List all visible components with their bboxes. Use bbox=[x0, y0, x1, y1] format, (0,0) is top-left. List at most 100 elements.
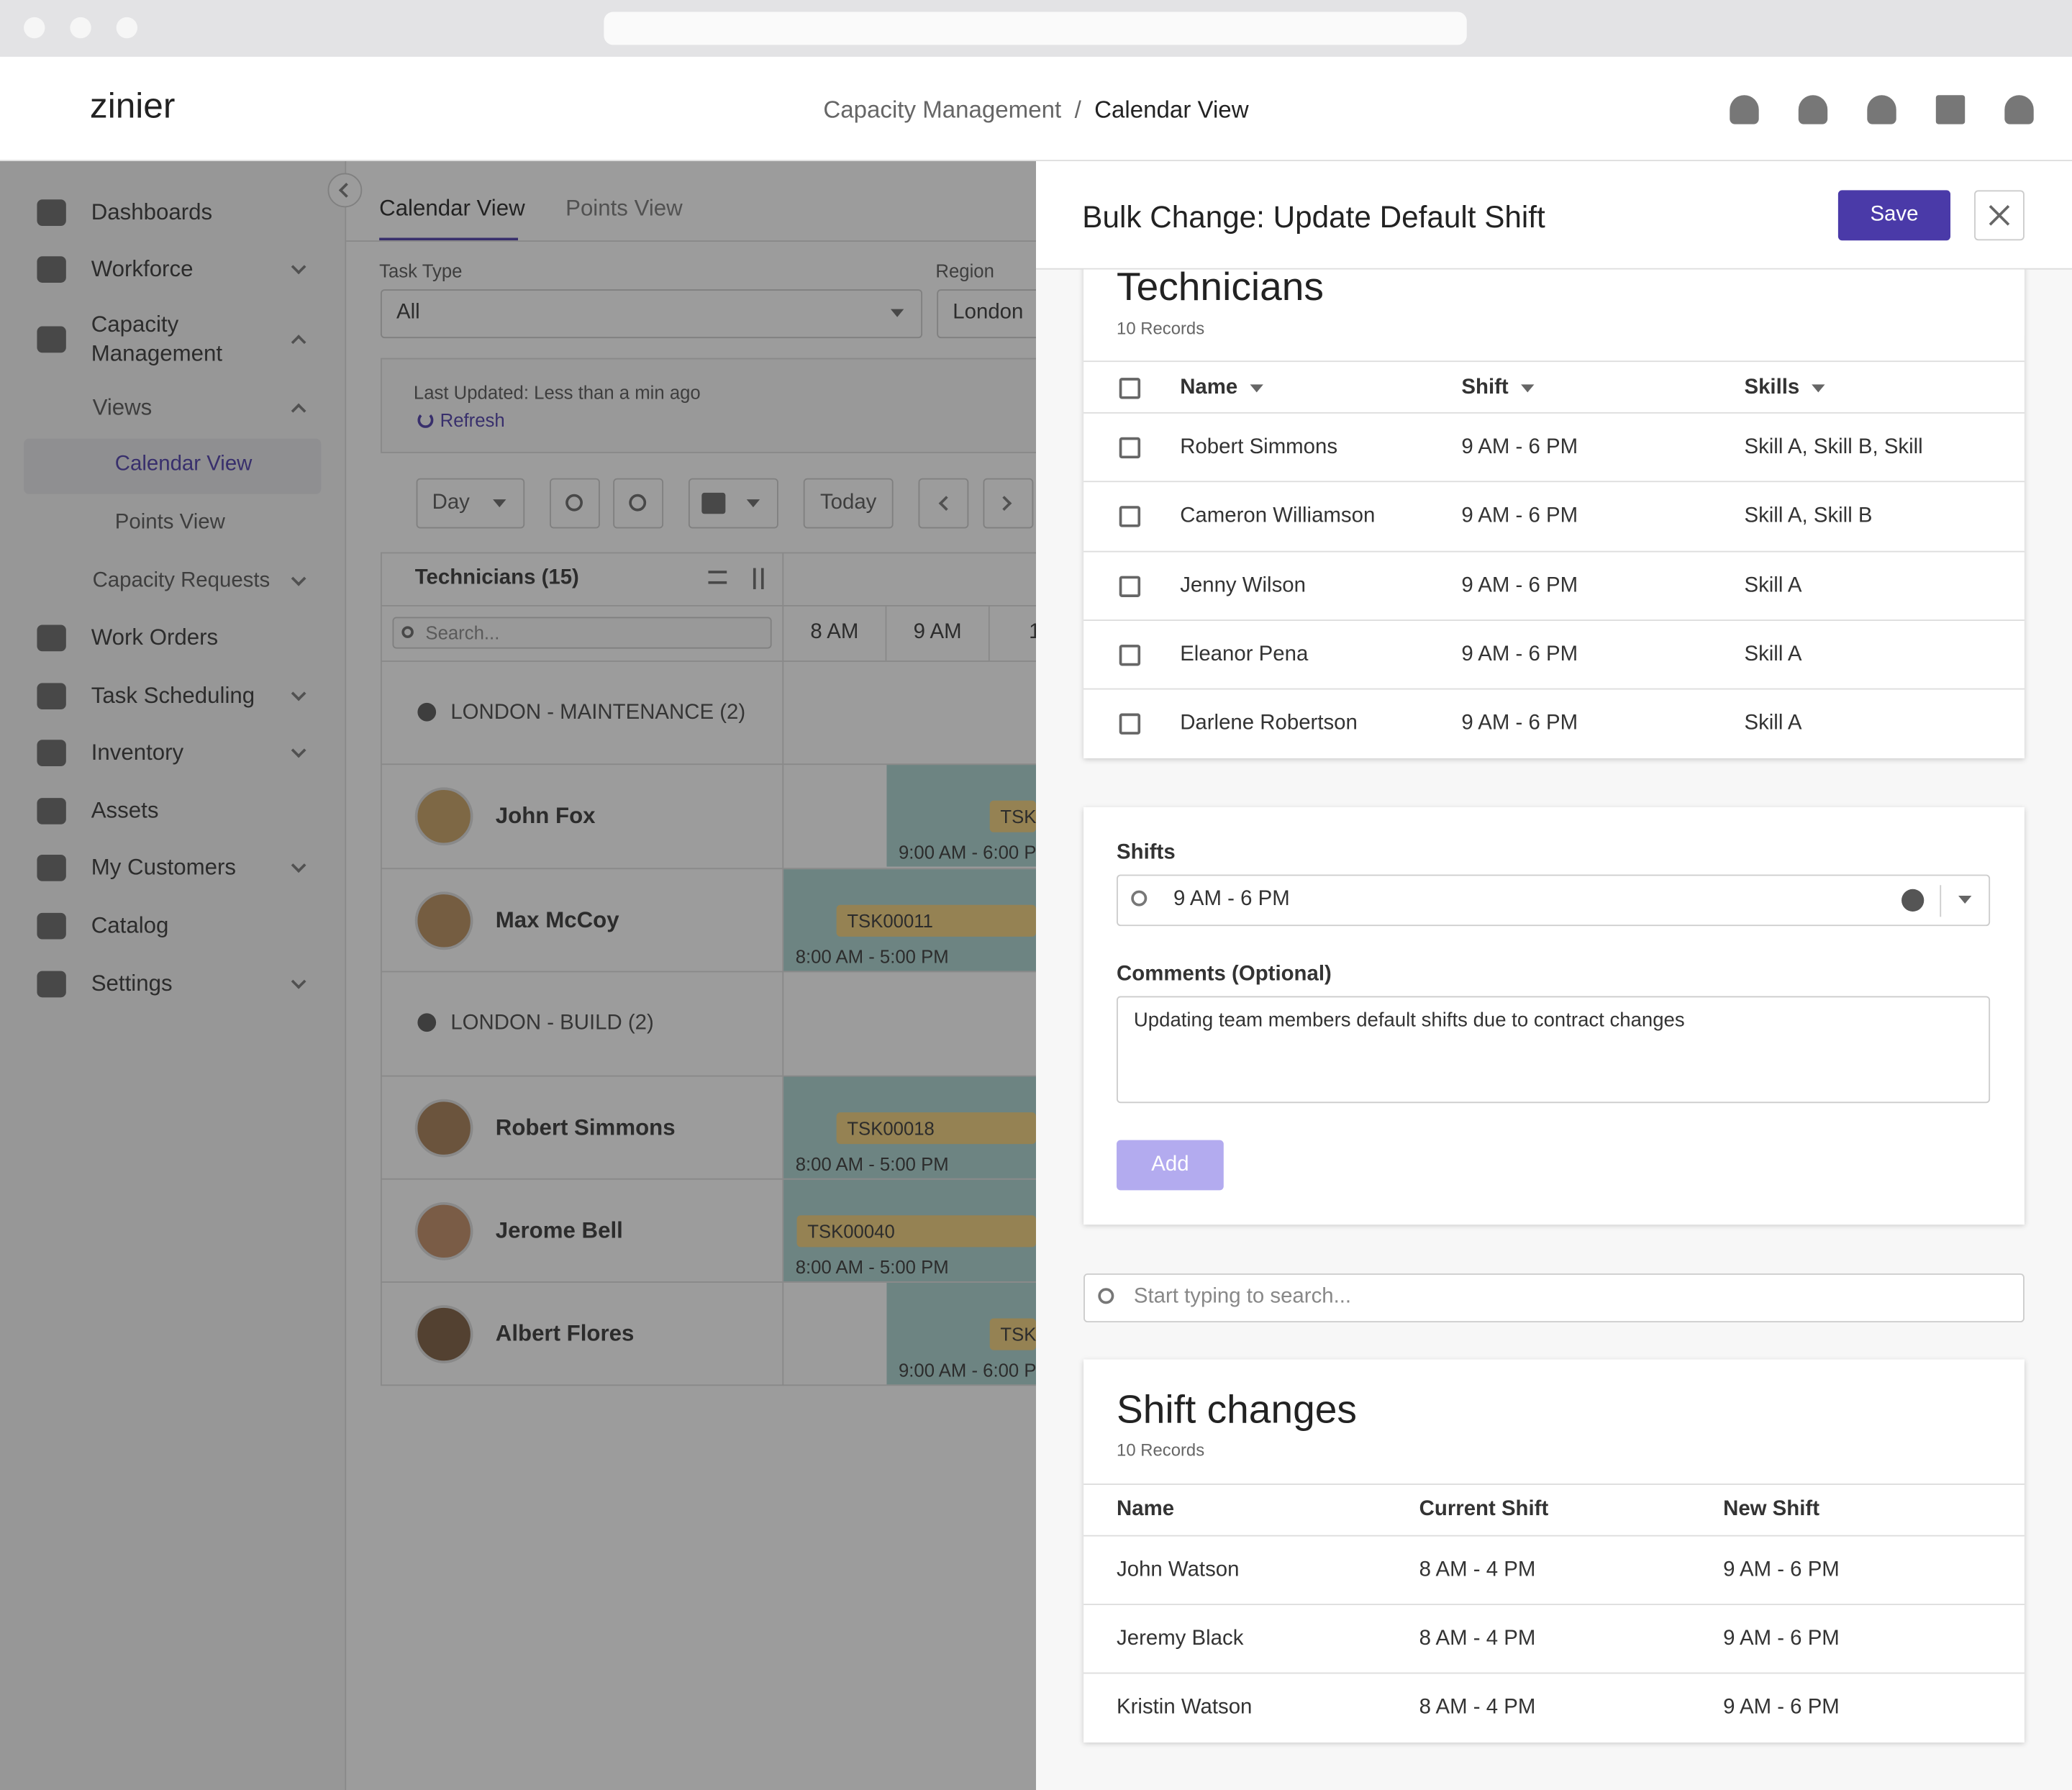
refresh-link[interactable]: Refresh bbox=[440, 409, 505, 431]
nav-icon bbox=[37, 256, 66, 283]
avatar bbox=[414, 891, 473, 950]
table-cell: Jeremy Black bbox=[1117, 1627, 1244, 1650]
task-block bbox=[989, 1319, 1036, 1351]
nav-item[interactable]: Dashboards bbox=[91, 199, 213, 225]
view-tab[interactable]: Points View bbox=[565, 195, 683, 221]
row-line bbox=[380, 1281, 1042, 1284]
collapse-icon[interactable] bbox=[417, 1013, 437, 1032]
clear-icon[interactable] bbox=[1901, 889, 1925, 912]
filter-select[interactable] bbox=[380, 289, 923, 339]
comments-box[interactable] bbox=[1117, 996, 1991, 1104]
search-icon bbox=[401, 626, 414, 638]
toolbar-button[interactable] bbox=[803, 478, 894, 529]
table-cell: 9 AM - 6 PM bbox=[1461, 574, 1578, 597]
nav-item[interactable]: Inventory bbox=[91, 740, 184, 765]
header-icon[interactable] bbox=[1867, 95, 1896, 124]
shift-time: 9:00 AM - 6:00 PM bbox=[898, 1360, 1052, 1381]
header-icon[interactable] bbox=[2004, 95, 2034, 124]
header-icon[interactable] bbox=[1935, 95, 1966, 124]
column-header[interactable]: Name bbox=[1180, 376, 1238, 399]
breadcrumb: Capacity Management / Calendar View bbox=[0, 94, 2072, 125]
nav-item[interactable]: Task Scheduling bbox=[91, 683, 255, 709]
tab-divider bbox=[346, 240, 1036, 242]
shift-select[interactable] bbox=[1117, 874, 1991, 927]
toolbar-button[interactable] bbox=[416, 478, 525, 529]
nav-item[interactable]: My Customers bbox=[91, 855, 236, 880]
nav-item[interactable]: Settings bbox=[91, 971, 173, 996]
nav-item[interactable]: Views bbox=[92, 395, 153, 420]
tab-underline bbox=[379, 237, 518, 241]
time-label: 9 AM bbox=[913, 621, 962, 644]
nav-item[interactable]: Assets bbox=[91, 798, 159, 823]
collapse-button[interactable] bbox=[327, 173, 363, 208]
table-cell: Cameron Williamson bbox=[1180, 504, 1376, 528]
column-header[interactable]: Skills bbox=[1744, 376, 1800, 399]
table-cell: Skill A bbox=[1744, 574, 1802, 597]
modal-overlay bbox=[0, 161, 1036, 1790]
nav-icon bbox=[37, 971, 66, 998]
save-button[interactable] bbox=[1837, 190, 1951, 241]
nav-item[interactable]: Capacity Management bbox=[91, 312, 223, 366]
table-cell: Skill A bbox=[1744, 712, 1802, 735]
table-cell: Darlene Robertson bbox=[1180, 712, 1358, 735]
filter-icon[interactable] bbox=[708, 571, 727, 584]
comments-text: Updating team members default shifts due… bbox=[1133, 1009, 1685, 1032]
nav-item[interactable]: Work Orders bbox=[91, 624, 219, 650]
header-icon[interactable] bbox=[1730, 95, 1759, 124]
header-icon[interactable] bbox=[1798, 95, 1828, 124]
technician-name: John Fox bbox=[495, 804, 596, 830]
table-cell: 9 AM - 6 PM bbox=[1461, 712, 1578, 735]
technician-name: Jerome Bell bbox=[495, 1217, 623, 1243]
section-title: Technicians bbox=[1117, 265, 1324, 309]
nav-item[interactable]: Catalog bbox=[91, 912, 169, 938]
last-updated: Last Updated: Less than a min ago bbox=[413, 381, 701, 404]
nav-item[interactable]: Points View bbox=[114, 511, 225, 534]
table-cell: Eleanor Pena bbox=[1180, 643, 1309, 666]
time-divider bbox=[885, 604, 887, 661]
add-label: Add bbox=[1151, 1153, 1189, 1176]
checkbox[interactable] bbox=[1119, 378, 1141, 399]
table-cell: 9 AM - 6 PM bbox=[1461, 504, 1578, 528]
table-cell: Skill A, Skill B, Skill bbox=[1744, 435, 1923, 459]
search-icon bbox=[1131, 890, 1148, 907]
sort-icon[interactable] bbox=[753, 568, 764, 589]
caret bbox=[1958, 895, 1972, 904]
technicians-card-top bbox=[1083, 269, 2025, 336]
breadcrumb-separator: / bbox=[1074, 96, 1081, 123]
table-cell: Skill A bbox=[1744, 643, 1802, 666]
today-button: Today bbox=[819, 491, 877, 514]
toolbar-button[interactable] bbox=[918, 478, 969, 529]
panel-search[interactable] bbox=[1083, 1273, 2025, 1323]
view-tab[interactable]: Calendar View bbox=[379, 195, 525, 221]
checkbox[interactable] bbox=[1119, 437, 1141, 459]
collapse-icon[interactable] bbox=[417, 702, 437, 722]
table-cell: 9 AM - 6 PM bbox=[1723, 1627, 1840, 1650]
table-line bbox=[1083, 1604, 2025, 1606]
nav-icon bbox=[37, 740, 66, 766]
task-block bbox=[796, 1215, 1036, 1248]
grid-search[interactable] bbox=[392, 617, 772, 649]
caret bbox=[890, 309, 904, 317]
table-cell: 8 AM - 4 PM bbox=[1419, 1627, 1536, 1650]
nav-icon bbox=[37, 624, 66, 652]
breadcrumb-parent[interactable]: Capacity Management bbox=[823, 96, 1062, 123]
checkbox[interactable] bbox=[1119, 506, 1141, 528]
table-line bbox=[1083, 1673, 2025, 1675]
table-line bbox=[1083, 1484, 2025, 1485]
table-cell: 9 AM - 6 PM bbox=[1723, 1558, 1840, 1581]
toolbar-button[interactable] bbox=[983, 478, 1034, 529]
column-header[interactable]: Shift bbox=[1461, 376, 1509, 399]
row-line bbox=[380, 764, 1042, 765]
checkbox[interactable] bbox=[1119, 713, 1141, 735]
checkbox[interactable] bbox=[1119, 644, 1141, 666]
nav-item[interactable]: Workforce bbox=[91, 256, 194, 282]
zoom-icon bbox=[629, 494, 647, 512]
table-line bbox=[1083, 689, 2025, 690]
nav-item[interactable]: Capacity Requests bbox=[92, 569, 271, 592]
grid-header-line bbox=[380, 604, 1042, 606]
nav-item[interactable]: Calendar View bbox=[114, 453, 253, 476]
checkbox[interactable] bbox=[1119, 575, 1141, 597]
table-cell: 8 AM - 4 PM bbox=[1419, 1558, 1536, 1581]
add-button[interactable] bbox=[1117, 1140, 1224, 1191]
field-label: Comments (Optional) bbox=[1117, 963, 1332, 986]
